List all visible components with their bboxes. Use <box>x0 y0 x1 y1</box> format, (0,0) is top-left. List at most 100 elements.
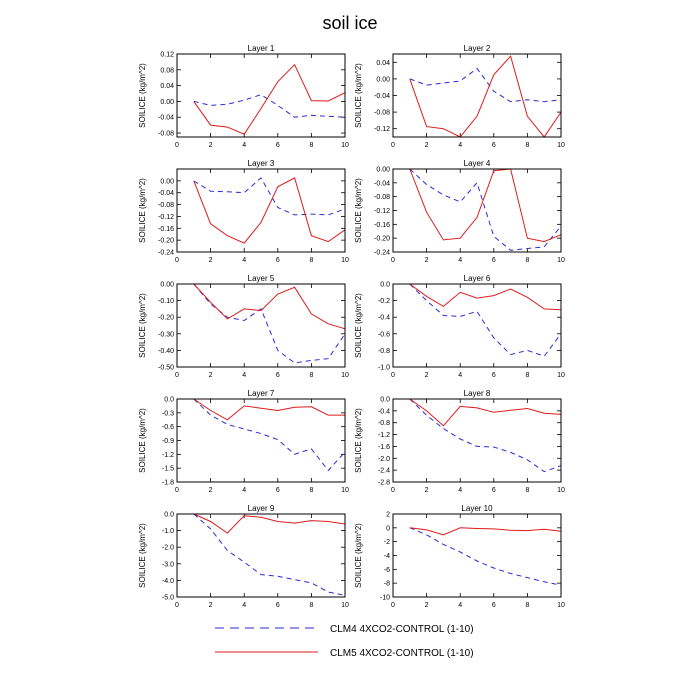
y-tick-label: -0.9 <box>162 438 174 445</box>
y-tick-label: 0.00 <box>376 76 390 83</box>
x-tick-label: 8 <box>309 487 313 494</box>
y-tick-label: 0.0 <box>164 512 174 519</box>
x-tick-label: 2 <box>425 142 429 149</box>
series-line-clm5 <box>409 168 562 243</box>
x-tick-label: 6 <box>492 372 496 379</box>
panel-frame <box>176 168 346 253</box>
x-tick-label: 2 <box>425 257 429 264</box>
y-tick-label: 2 <box>386 512 390 519</box>
x-tick-label: 8 <box>525 142 529 149</box>
panel-layer-9: Layer 9 SOILICE (kg/m^2) -5.0 -4.0 -3.0 -2.0 -… <box>138 504 349 609</box>
panel-title: Layer 4 <box>464 159 491 168</box>
x-tick-label: 0 <box>391 257 395 264</box>
y-tick-label: -1.0 <box>378 365 390 372</box>
y-axis-label: SOILICE (kg/m^2) <box>354 63 363 128</box>
x-tick-label: 2 <box>425 602 429 609</box>
y-tick-label: -3.0 <box>162 561 174 568</box>
figure-title: soil ice <box>322 13 377 33</box>
panel-title: Layer 7 <box>248 389 275 398</box>
y-tick-label: -6 <box>384 567 390 574</box>
y-tick-label: 0.0 <box>380 397 390 404</box>
series-line-clm5 <box>193 63 346 135</box>
y-tick-label: -0.8 <box>378 420 390 427</box>
y-tick-label: -0.4 <box>378 315 390 322</box>
y-tick-label: 0.00 <box>160 99 174 106</box>
x-tick-label: 2 <box>425 372 429 379</box>
y-tick-label: -0.16 <box>374 222 390 229</box>
x-tick-label: 0 <box>175 257 179 264</box>
panel-frame <box>392 53 562 138</box>
panel-layer-4: Layer 4 SOILICE (kg/m^2) -0.24 -0.20 -0.16 -0… <box>354 159 565 264</box>
y-tick-label: -2 <box>384 539 390 546</box>
y-tick-label: -2.8 <box>378 480 390 487</box>
x-tick-label: 4 <box>458 257 462 264</box>
y-tick-label: -0.30 <box>158 331 174 338</box>
x-tick-label: 8 <box>525 257 529 264</box>
x-tick-label: 6 <box>276 487 280 494</box>
y-tick-label: -10 <box>380 595 390 602</box>
series-line-clm4 <box>193 513 346 596</box>
x-tick-label: 8 <box>525 372 529 379</box>
y-tick-label: -4.0 <box>162 578 174 585</box>
x-tick-label: 2 <box>209 372 213 379</box>
x-tick-label: 10 <box>341 142 349 149</box>
y-tick-label: -0.10 <box>158 298 174 305</box>
x-tick-label: 8 <box>525 487 529 494</box>
y-tick-label: -0.04 <box>158 190 174 197</box>
y-tick-label: -0.20 <box>374 236 390 243</box>
series-line-clm4 <box>409 168 562 251</box>
y-tick-label: -8 <box>384 581 390 588</box>
y-axis-label: SOILICE (kg/m^2) <box>138 523 147 588</box>
y-tick-label: -1.2 <box>378 432 390 439</box>
x-tick-label: 4 <box>242 602 246 609</box>
panel-frame <box>392 513 562 598</box>
y-tick-label: 0.04 <box>160 83 174 90</box>
y-axis-label: SOILICE (kg/m^2) <box>354 178 363 243</box>
panel-layer-3: Layer 3 SOILICE (kg/m^2) -0.24 -0.20 -0.16 -0… <box>138 159 349 264</box>
x-tick-label: 8 <box>309 602 313 609</box>
x-tick-label: 4 <box>458 142 462 149</box>
x-tick-label: 0 <box>175 487 179 494</box>
y-tick-label: -0.6 <box>378 331 390 338</box>
panel-title: Layer 10 <box>461 504 493 513</box>
y-axis-label: SOILICE (kg/m^2) <box>354 293 363 358</box>
x-tick-label: 6 <box>492 142 496 149</box>
y-tick-label: -1.0 <box>162 528 174 535</box>
series-line-clm4 <box>193 94 346 118</box>
series-line-clm5 <box>409 283 562 311</box>
y-tick-label: -2.4 <box>378 468 390 475</box>
y-tick-label: -1.2 <box>162 452 174 459</box>
y-tick-label: -2.0 <box>162 545 174 552</box>
x-tick-label: 6 <box>276 372 280 379</box>
y-tick-label: 0.00 <box>160 178 174 185</box>
x-tick-label: 6 <box>276 142 280 149</box>
y-axis-label: SOILICE (kg/m^2) <box>354 523 363 588</box>
y-tick-label: -0.04 <box>374 180 390 187</box>
x-tick-label: 10 <box>557 142 565 149</box>
x-tick-label: 8 <box>309 257 313 264</box>
panel-layer-1: Layer 1 SOILICE (kg/m^2) -0.08 -0.04 0.00 0.0… <box>138 44 349 149</box>
y-tick-label: 0.00 <box>160 282 174 289</box>
panel-frame <box>176 283 346 368</box>
x-tick-label: 0 <box>175 372 179 379</box>
series-line-clm5 <box>193 398 345 421</box>
series-line-clm4 <box>193 283 346 364</box>
y-tick-label: -4 <box>384 553 390 560</box>
x-tick-label: 4 <box>242 372 246 379</box>
x-tick-label: 2 <box>209 487 213 494</box>
x-tick-label: 4 <box>242 487 246 494</box>
panel-title: Layer 9 <box>248 504 275 513</box>
y-tick-label: -0.12 <box>374 208 390 215</box>
x-tick-label: 10 <box>341 487 349 494</box>
panel-layer-2: Layer 2 SOILICE (kg/m^2) -0.12 -0.08 -0.04 0.… <box>354 44 565 149</box>
y-tick-label: -1.6 <box>378 444 390 451</box>
y-tick-label: 0.04 <box>376 60 390 67</box>
y-tick-label: -0.04 <box>374 93 390 100</box>
x-tick-label: 6 <box>492 602 496 609</box>
x-tick-label: 2 <box>209 257 213 264</box>
x-tick-label: 2 <box>209 142 213 149</box>
panel-layer-7: Layer 7 SOILICE (kg/m^2) -1.8 -1.5 -1.2 -0.9 -… <box>138 389 349 494</box>
y-tick-label: 0.0 <box>164 397 174 404</box>
y-tick-label: -0.16 <box>158 226 174 233</box>
